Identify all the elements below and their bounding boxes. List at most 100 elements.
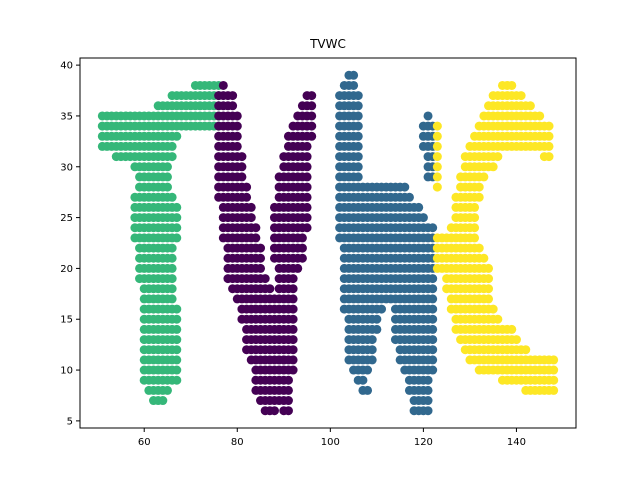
data-point xyxy=(549,355,559,365)
data-point xyxy=(549,365,559,375)
data-point xyxy=(256,253,266,263)
data-point xyxy=(218,80,228,90)
data-point xyxy=(256,243,266,253)
data-point xyxy=(307,101,317,111)
data-point xyxy=(428,365,438,375)
data-point xyxy=(288,365,298,375)
data-point xyxy=(525,101,535,111)
data-point xyxy=(349,70,359,80)
data-point xyxy=(484,274,494,284)
data-point xyxy=(283,396,293,406)
data-point xyxy=(428,294,438,304)
data-point xyxy=(507,80,517,90)
data-point xyxy=(353,111,363,121)
data-point xyxy=(428,314,438,324)
data-point xyxy=(172,335,182,345)
data-point xyxy=(251,233,261,243)
data-point xyxy=(353,172,363,182)
data-point xyxy=(307,131,317,141)
x-tick-label: 80 xyxy=(231,437,244,448)
data-point xyxy=(242,182,252,192)
data-point xyxy=(288,345,298,355)
data-point xyxy=(228,91,238,101)
series-C xyxy=(432,80,559,395)
data-point xyxy=(288,324,298,334)
data-point xyxy=(353,131,363,141)
data-point xyxy=(511,335,521,345)
data-point xyxy=(242,192,252,202)
data-point xyxy=(172,375,182,385)
data-point xyxy=(172,213,182,223)
data-point xyxy=(363,385,373,395)
data-point xyxy=(302,223,312,233)
data-point xyxy=(423,406,433,416)
data-point xyxy=(167,141,177,151)
data-point xyxy=(256,263,266,273)
data-point xyxy=(288,284,298,294)
data-point xyxy=(404,192,414,202)
data-point xyxy=(516,91,526,101)
data-point xyxy=(232,121,242,131)
data-point xyxy=(265,284,275,294)
data-point xyxy=(372,314,382,324)
data-point xyxy=(162,172,172,182)
data-point xyxy=(162,385,172,395)
data-point xyxy=(302,141,312,151)
y-tick-label: 40 xyxy=(60,61,73,72)
data-point xyxy=(474,192,484,202)
plot-frame xyxy=(79,57,577,429)
data-point xyxy=(432,152,442,162)
data-point xyxy=(158,396,168,406)
data-point xyxy=(172,365,182,375)
data-point xyxy=(549,385,559,395)
data-point xyxy=(167,284,177,294)
data-point xyxy=(167,274,177,284)
data-point xyxy=(428,335,438,345)
data-point xyxy=(260,274,270,284)
data-point xyxy=(288,294,298,304)
data-point xyxy=(544,152,554,162)
data-point xyxy=(367,345,377,355)
data-point xyxy=(172,304,182,314)
x-tick-label: 140 xyxy=(507,437,526,448)
data-point xyxy=(269,406,279,416)
y-tick-label: 5 xyxy=(67,416,73,427)
data-point xyxy=(232,131,242,141)
data-point xyxy=(470,213,480,223)
scatter-points xyxy=(97,70,559,416)
y-tick-label: 15 xyxy=(60,315,73,326)
data-point xyxy=(172,314,182,324)
data-point xyxy=(474,243,484,253)
data-point xyxy=(428,304,438,314)
data-point xyxy=(302,152,312,162)
y-tick-label: 20 xyxy=(60,264,73,275)
data-point xyxy=(428,355,438,365)
data-point xyxy=(167,294,177,304)
data-point xyxy=(488,162,498,172)
data-point xyxy=(535,111,545,121)
data-point xyxy=(246,202,256,212)
data-point xyxy=(237,162,247,172)
data-point xyxy=(302,202,312,212)
chart-title: TVWC xyxy=(309,37,346,51)
data-point xyxy=(293,263,303,273)
data-point xyxy=(283,406,293,416)
data-point xyxy=(288,304,298,314)
data-point xyxy=(162,182,172,192)
data-point xyxy=(297,243,307,253)
data-point xyxy=(302,182,312,192)
y-tick-label: 35 xyxy=(60,111,73,122)
data-point xyxy=(423,385,433,395)
series-V xyxy=(214,80,317,416)
data-point xyxy=(367,355,377,365)
data-point xyxy=(167,253,177,263)
x-axis: 60 80 100 120 140 xyxy=(138,428,526,448)
data-point xyxy=(363,365,373,375)
data-point xyxy=(377,304,387,314)
data-point xyxy=(237,152,247,162)
data-point xyxy=(414,202,424,212)
data-point xyxy=(479,172,489,182)
data-point xyxy=(432,172,442,182)
data-point xyxy=(172,355,182,365)
data-point xyxy=(549,375,559,385)
